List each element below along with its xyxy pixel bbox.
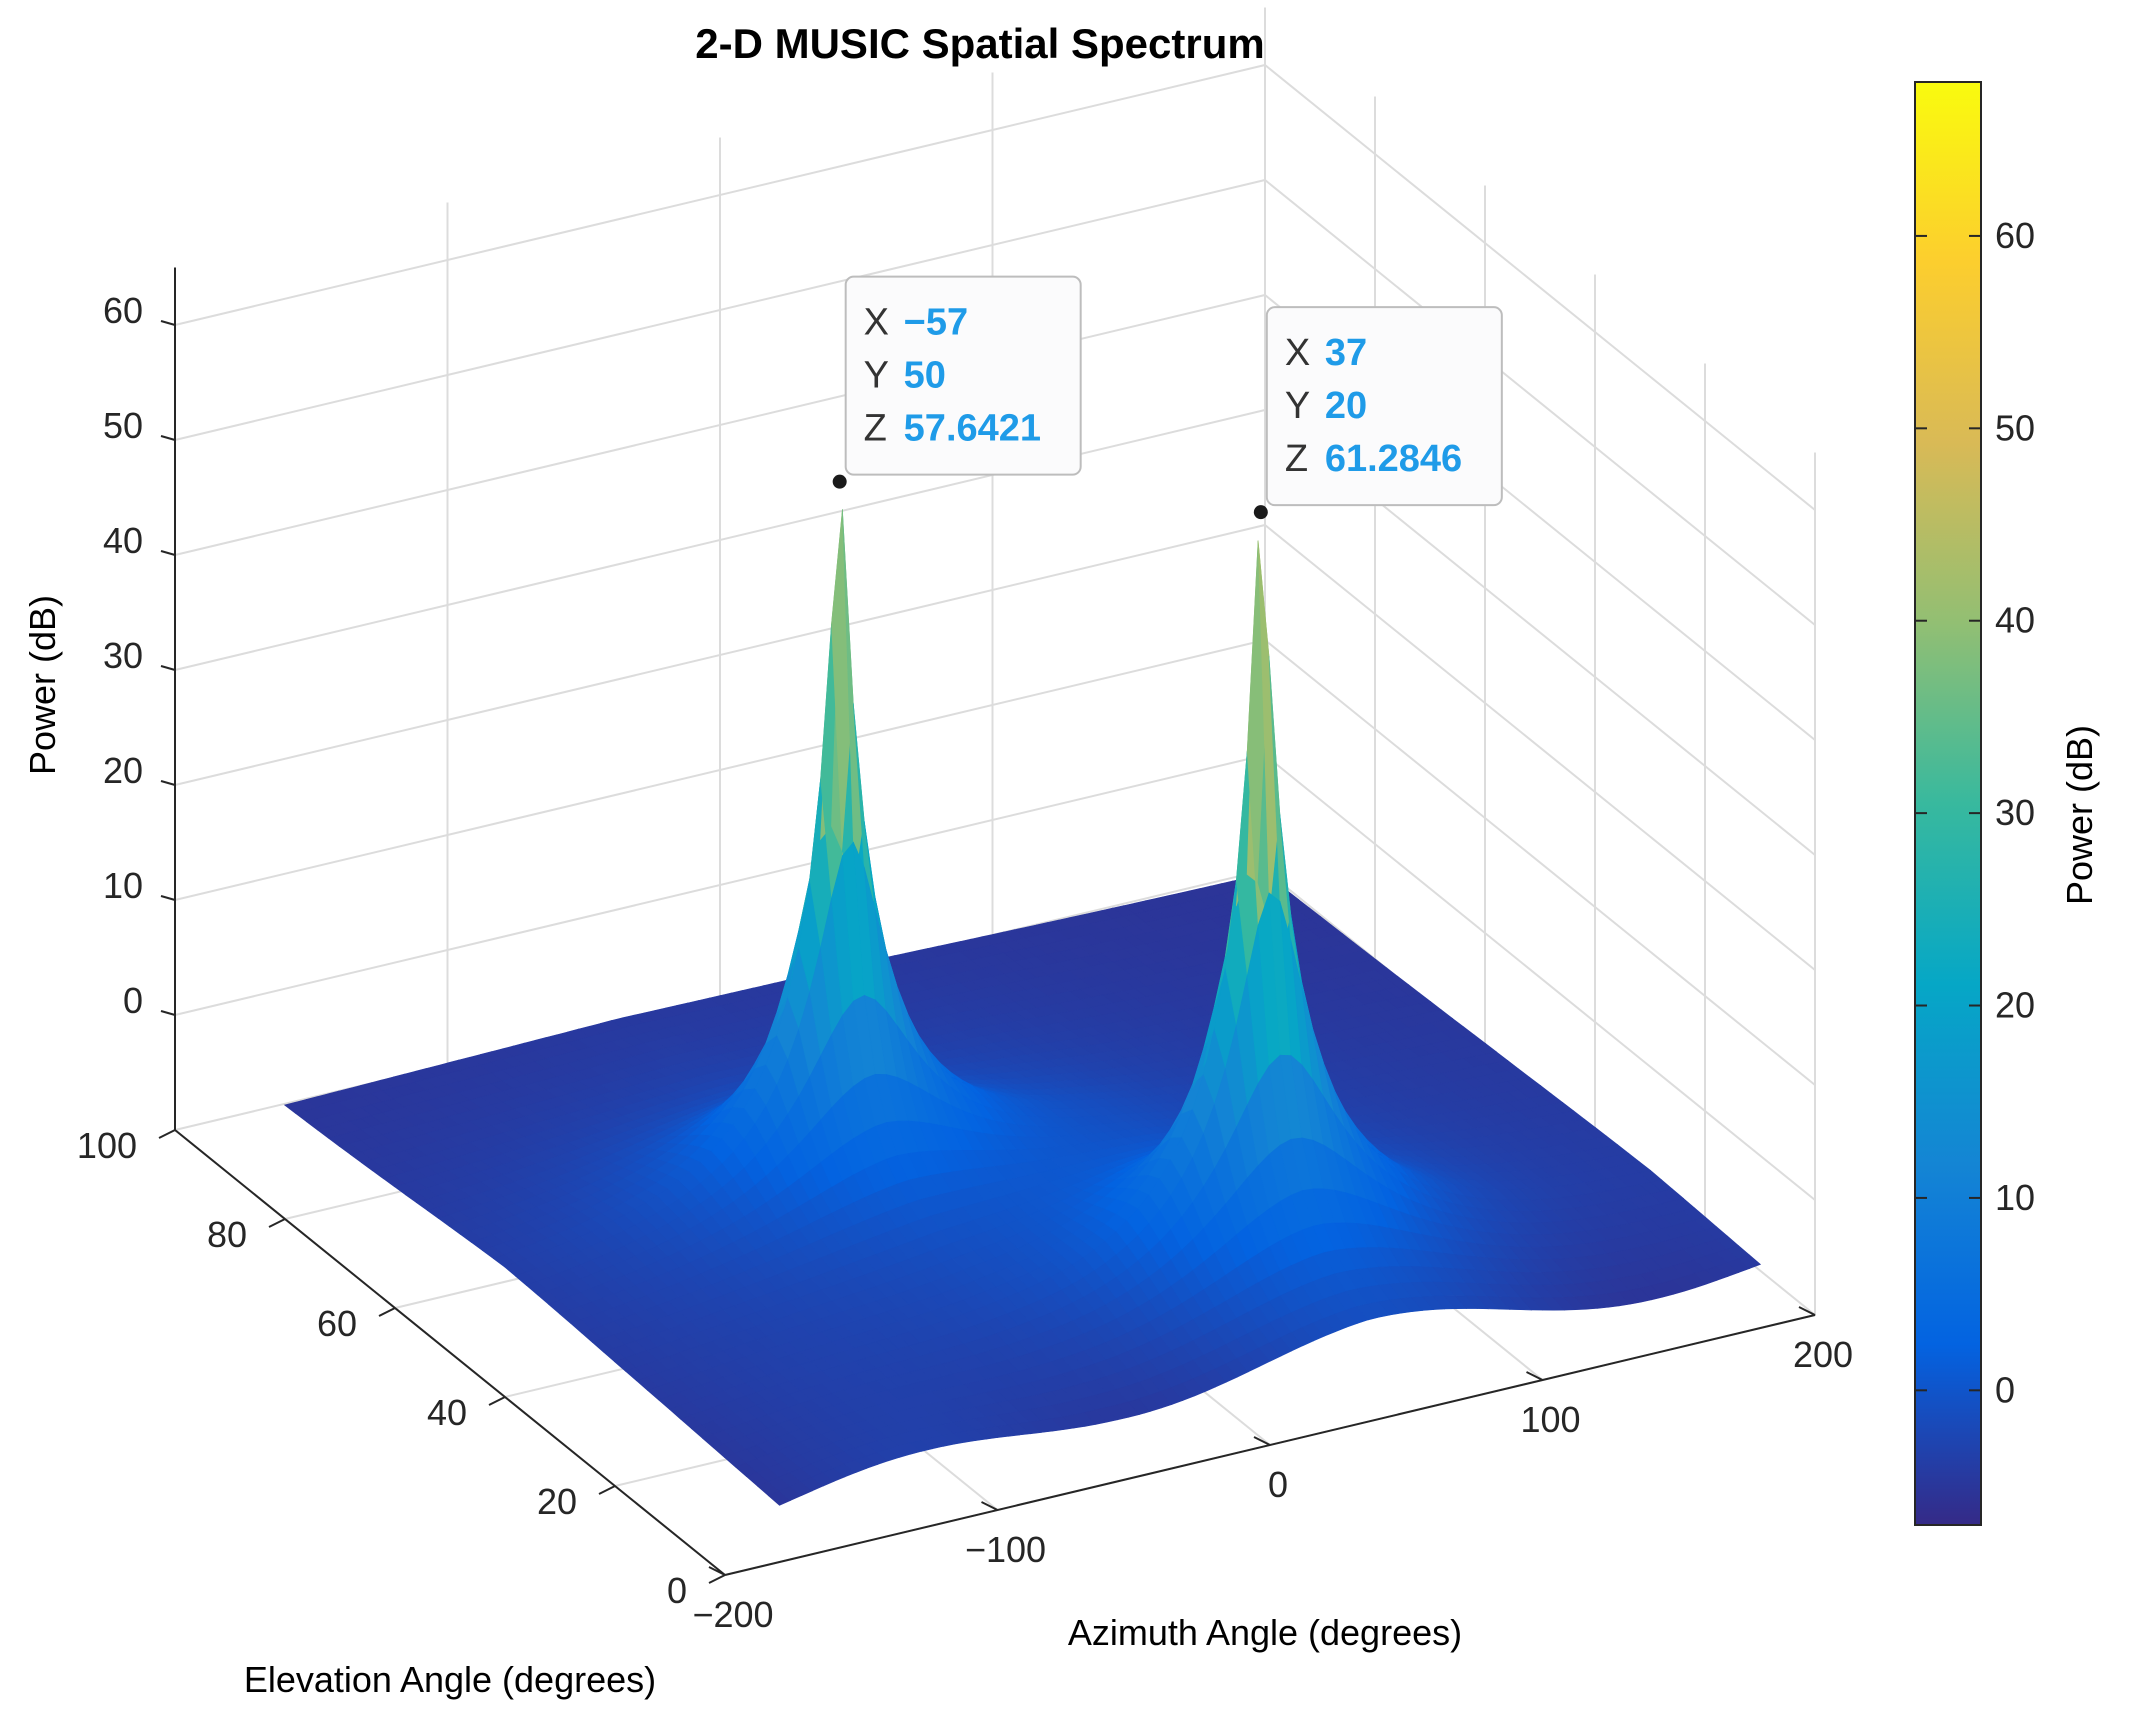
datatip-value: 61.2846 [1325,438,1462,480]
y-tick [158,1129,176,1139]
x-axis-label: Azimuth Angle (degrees) [1068,1612,1462,1653]
y-tick [268,1218,286,1228]
datatip-value: 37 [1325,332,1367,374]
y-tick-label: 80 [207,1214,247,1255]
datatips-layer: X −57 Y 50 Z 57.6421 X 37 Y 20 Z 61.2846 [832,275,1503,520]
y-tick-label: 0 [667,1570,687,1611]
y-tick-label: 100 [77,1125,137,1166]
datatip-label: Y [1285,385,1310,427]
z-tick [160,320,176,326]
y-tick-label: 40 [427,1392,467,1433]
z-tick [160,435,176,441]
datatip-label: X [864,302,889,344]
surface-layer [283,509,1762,1506]
y-tick [708,1574,726,1584]
colorbar-tick-label: 0 [1995,1369,2015,1410]
datatip-marker [1253,505,1268,520]
datatip-label: X [1285,332,1310,374]
y-axis-label: Elevation Angle (degrees) [244,1659,656,1700]
datatip-label: Z [1285,438,1308,480]
colorbar: 0 10 20 30 40 50 60 Power (dB) [1914,81,2100,1526]
y-tick-label: 60 [317,1303,357,1344]
z-tick [160,780,176,786]
datatip-value: −57 [904,302,968,344]
datatip-marker [832,474,847,489]
z-tick [160,665,176,671]
colorbar-tick-label: 50 [1995,407,2035,448]
z-tick [160,1010,176,1016]
datatip-value: 20 [1325,385,1367,427]
z-tick-label: 30 [103,635,143,676]
z-axis-label: Power (dB) [22,595,63,775]
colorbar-gradient [1914,81,1982,1526]
z-tick-label: 0 [123,980,143,1021]
z-tick [160,895,176,901]
x-tick-label: 200 [1793,1334,1853,1375]
x-tick-label: −100 [965,1529,1046,1570]
datatip: X −57 Y 50 Z 57.6421 [832,275,1082,489]
x-tick-label: −200 [692,1594,773,1635]
y-tick-label: 20 [537,1481,577,1522]
colorbar-tick-label: 20 [1995,985,2035,1026]
y-tick [598,1485,616,1495]
z-tick-label: 40 [103,520,143,561]
datatip: X 37 Y 20 Z 61.2846 [1253,306,1503,520]
colorbar-tick-label: 60 [1995,215,2035,256]
colorbar-tick-label: 40 [1995,600,2035,641]
x-tick-label: 100 [1520,1399,1580,1440]
z-tick-label: 20 [103,750,143,791]
x-tick-label: 0 [1268,1464,1288,1505]
datatip-value: 50 [904,355,946,397]
colorbar-tick-label: 10 [1995,1177,2035,1218]
colorbar-label: Power (dB) [2059,725,2100,905]
chart-title: 2-D MUSIC Spatial Spectrum [695,20,1264,67]
z-tick-label: 10 [103,865,143,906]
colorbar-tick-label: 30 [1995,792,2035,833]
z-tick [160,550,176,556]
grid-line-z [174,523,1816,971]
y-tick [488,1396,506,1406]
grid-line-z [174,408,1816,856]
datatip-value: 57.6421 [904,408,1041,450]
datatip-label: Y [864,355,889,397]
z-tick-label: 60 [103,290,143,331]
z-tick-label: 50 [103,405,143,446]
datatip-label: Z [864,408,887,450]
y-tick [378,1307,396,1317]
